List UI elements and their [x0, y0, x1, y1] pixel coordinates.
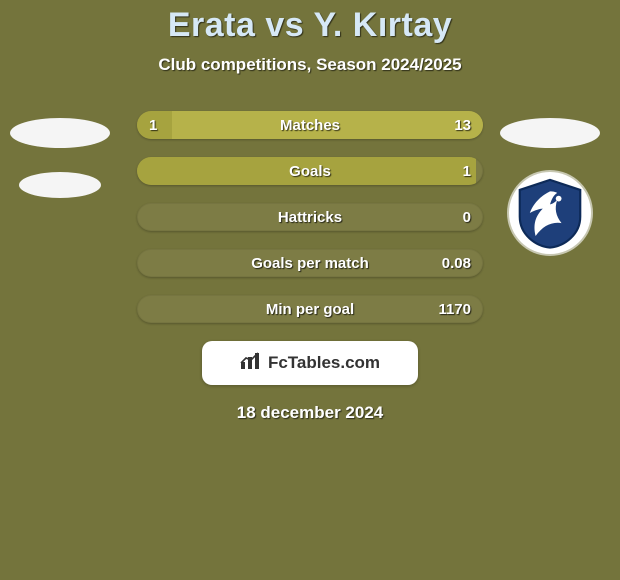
player-right-badges — [500, 118, 600, 208]
player-right-club-crest — [509, 172, 591, 254]
stat-label: Matches — [137, 111, 483, 139]
stat-right-value: 1170 — [438, 295, 471, 323]
stat-right-value: 1 — [463, 157, 471, 185]
brand-chip[interactable]: FcTables.com — [202, 341, 418, 385]
comparison-card: Erata vs Y. Kırtay Club competitions, Se… — [0, 0, 620, 580]
stat-right-value: 13 — [454, 111, 471, 139]
bars-icon — [240, 352, 260, 375]
stat-row: Goals1 — [137, 157, 483, 185]
erzurumspor-crest-icon — [514, 177, 586, 249]
stat-right-value: 0 — [463, 203, 471, 231]
player-left-photo-placeholder — [10, 118, 110, 148]
brand-text: FcTables.com — [268, 353, 380, 373]
stat-left-value: 1 — [149, 111, 157, 139]
stat-label: Min per goal — [137, 295, 483, 323]
page-title: Erata vs Y. Kırtay — [0, 0, 620, 45]
stat-row: Min per goal1170 — [137, 295, 483, 323]
stat-label: Goals — [137, 157, 483, 185]
player-right-photo-placeholder — [500, 118, 600, 148]
stat-row: Goals per match0.08 — [137, 249, 483, 277]
snapshot-date: 18 december 2024 — [0, 403, 620, 423]
stat-row: Hattricks0 — [137, 203, 483, 231]
stat-right-value: 0.08 — [442, 249, 471, 277]
player-left-badges — [10, 118, 110, 208]
stat-row: Matches1 13 — [137, 111, 483, 139]
page-subtitle: Club competitions, Season 2024/2025 — [0, 55, 620, 75]
stat-label: Hattricks — [137, 203, 483, 231]
player-left-club-placeholder — [19, 172, 101, 198]
stat-label: Goals per match — [137, 249, 483, 277]
stat-bars: Matches113Goals1Hattricks0Goals per matc… — [137, 111, 483, 323]
